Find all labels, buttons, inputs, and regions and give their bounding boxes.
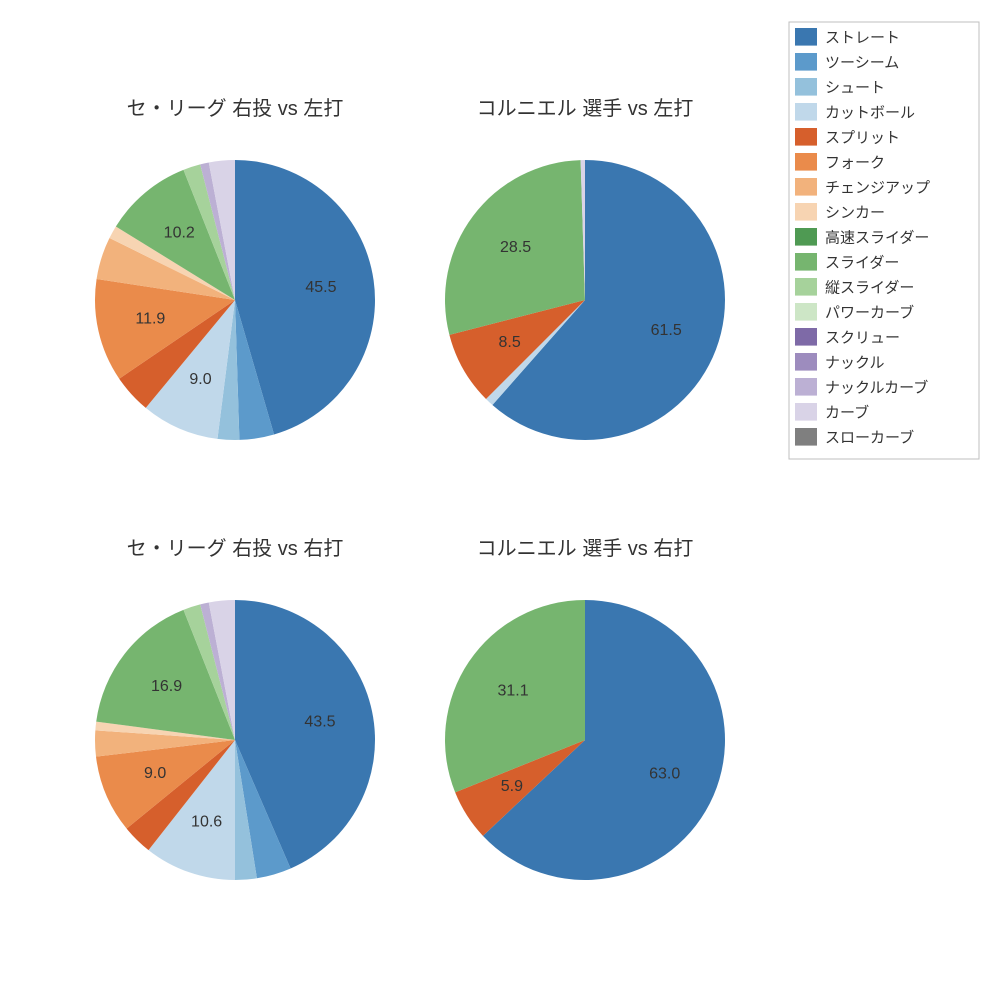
slice-label: 43.5 [304, 714, 335, 731]
chart-title: セ・リーグ 右投 vs 右打 [127, 537, 344, 560]
legend-label: スライダー [825, 254, 899, 271]
legend-swatch [795, 353, 817, 371]
legend-label: チェンジアップ [825, 179, 930, 196]
slice-label: 61.5 [651, 322, 682, 339]
chart-title: セ・リーグ 右投 vs 左打 [127, 97, 344, 120]
legend-label: シンカー [825, 204, 885, 221]
slice-label: 31.1 [497, 683, 528, 700]
chart-title: コルニエル 選手 vs 右打 [477, 537, 694, 560]
slice-label: 10.6 [191, 813, 222, 830]
legend-swatch [795, 53, 817, 71]
legend-swatch [795, 403, 817, 421]
chart-svg: セ・リーグ 右投 vs 左打 45.5 9.0 11.9 10.2 コルニエル 選手 vs… [0, 0, 1000, 1000]
legend-label: スクリュー [825, 329, 900, 346]
slice-label: 9.0 [144, 765, 166, 782]
legend-label: パワーカーブ [825, 303, 914, 321]
legend-swatch [795, 78, 817, 96]
legend-label: 縦スライダー [825, 279, 914, 296]
slice-label: 9.0 [189, 371, 211, 388]
slice-label: 5.9 [501, 778, 523, 795]
legend-swatch [795, 303, 817, 321]
legend-label: カットボール [825, 104, 915, 121]
legend-label: ツーシーム [825, 54, 899, 71]
legend-swatch [795, 378, 817, 396]
legend-swatch [795, 28, 817, 46]
legend-swatch [795, 328, 817, 346]
slice-label: 8.5 [498, 334, 520, 351]
legend-swatch [795, 253, 817, 271]
legend-label: ストレート [825, 29, 900, 46]
legend-label: カーブ [825, 403, 869, 421]
legend-label: スプリット [825, 129, 900, 146]
slice-label: 10.2 [164, 225, 195, 242]
legend-swatch [795, 203, 817, 221]
slice-label: 45.5 [305, 279, 336, 296]
legend-label: スローカーブ [825, 428, 914, 446]
legend-label: ナックルカーブ [825, 378, 928, 396]
legend-label: 高速スライダー [825, 229, 929, 246]
legend-label: シュート [825, 79, 885, 96]
slice-label: 16.9 [151, 678, 182, 695]
legend-swatch [795, 178, 817, 196]
legend-swatch [795, 428, 817, 446]
legend-label: ナックル [825, 354, 885, 371]
legend-swatch [795, 228, 817, 246]
legend-swatch [795, 103, 817, 121]
chart-stage: セ・リーグ 右投 vs 左打 45.5 9.0 11.9 10.2 コルニエル 選手 vs… [0, 0, 1000, 1000]
legend-swatch [795, 128, 817, 146]
legend-swatch [795, 278, 817, 296]
legend-label: フォーク [825, 154, 885, 171]
slice-label: 11.9 [135, 310, 165, 327]
slice-label: 63.0 [649, 766, 680, 783]
chart-title: コルニエル 選手 vs 左打 [477, 97, 694, 120]
legend-swatch [795, 153, 817, 171]
slice-label: 28.5 [500, 239, 531, 256]
